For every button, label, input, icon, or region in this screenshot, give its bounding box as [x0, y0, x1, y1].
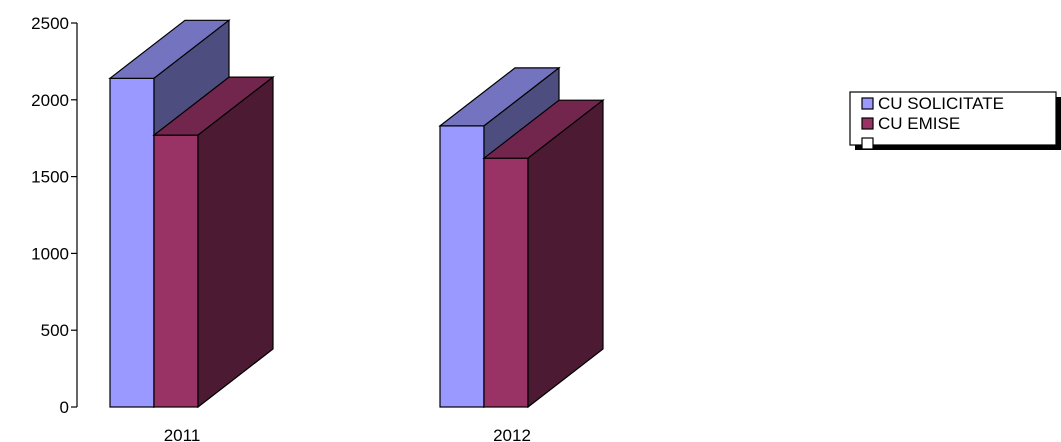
- x-tick-label: 2012: [493, 426, 531, 442]
- bars: [108, 19, 605, 409]
- bar-cu-emise-2011: [152, 75, 275, 409]
- legend-swatch: [861, 97, 874, 110]
- x-tick-label: 2011: [164, 426, 201, 442]
- y-tick-label: 2000: [31, 91, 69, 110]
- legend-swatch: [861, 137, 874, 150]
- bar-front: [153, 134, 199, 408]
- y-axis: 0 500 1000 1500 2000 2500: [31, 14, 78, 417]
- y-tick-label: 500: [41, 321, 69, 340]
- bar-side: [527, 98, 604, 409]
- legend-label: CU EMISE: [878, 114, 960, 133]
- y-tick-label: 2500: [31, 14, 69, 33]
- bar-cu-emise-2012: [482, 98, 605, 409]
- category-labels: 2011 2012: [164, 426, 531, 442]
- bar-front: [439, 125, 485, 408]
- bar-side: [197, 75, 274, 409]
- legend-swatch: [861, 117, 874, 130]
- bar-front: [483, 157, 529, 408]
- y-tick-label: 1500: [31, 168, 69, 187]
- y-tick-label: 1000: [31, 244, 69, 263]
- bar-front: [109, 77, 155, 408]
- legend-box: [849, 91, 1057, 146]
- legend-label: CU SOLICITATE: [878, 94, 1004, 113]
- y-tick-label: 0: [60, 398, 69, 417]
